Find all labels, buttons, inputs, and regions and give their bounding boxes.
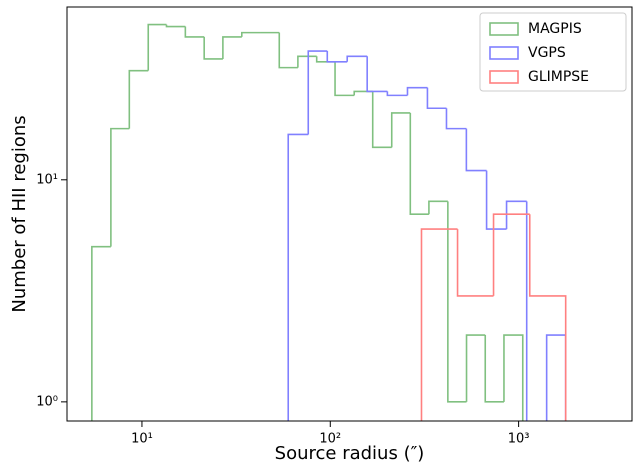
histogram-step [165,24,186,28]
histogram-step [447,201,467,403]
y-axis-label: Number of HII regions [9,115,30,312]
histogram-step [420,228,458,421]
histogram-step [390,112,411,148]
histogram-step [222,36,242,59]
histogram-step [503,334,524,421]
histogram-step [346,55,368,62]
histogram-step [485,170,507,230]
histogram-step [525,201,528,421]
histogram-step [505,200,527,230]
histogram-step [406,86,428,96]
histogram-step [128,69,149,129]
legend-label: GLIMPSE [528,69,589,85]
histogram-step [110,127,130,247]
histogram-step [456,229,494,297]
histogram-step [426,87,447,110]
histogram-step [428,200,448,215]
histogram-step [91,245,111,421]
y-tick-label: 10⁰ [36,394,58,409]
histogram-step [326,51,348,63]
histogram-step [465,128,487,172]
axes-frame [66,6,633,422]
histogram-step [366,56,388,93]
histogram-step [334,61,355,97]
histogram-step [241,31,261,37]
plot-area [91,23,567,421]
histogram-step [528,214,567,421]
histogram-step [445,108,467,130]
legend-swatch [489,22,519,36]
histogram-step [492,213,530,296]
histogram-step [545,334,567,421]
legend-swatch [489,46,519,60]
y-tick-label: 10¹ [36,172,58,187]
histogram-step [287,133,309,421]
histogram-step [278,32,298,69]
x-tick-label: 10¹ [131,432,153,447]
histogram-step [297,55,317,68]
histogram-step [184,26,205,38]
legend: MAGPIS VGPS GLIMPSE [479,12,627,92]
histogram-step [371,91,392,149]
histogram-step [465,334,486,402]
legend-swatch [489,70,519,84]
histogram-step [484,335,504,403]
histogram-step [409,112,429,215]
histogram-step [386,91,408,97]
legend-label: MAGPIS [528,21,582,37]
x-tick-label: 10² [319,432,341,447]
x-tick-label: 10³ [508,432,530,447]
x-axis-label: Source radius (″) [275,443,425,464]
histogram-step [203,36,223,60]
histogram-step [315,56,336,63]
legend-label: VGPS [528,45,566,61]
histogram-step [147,23,167,71]
histogram-step [307,50,328,135]
